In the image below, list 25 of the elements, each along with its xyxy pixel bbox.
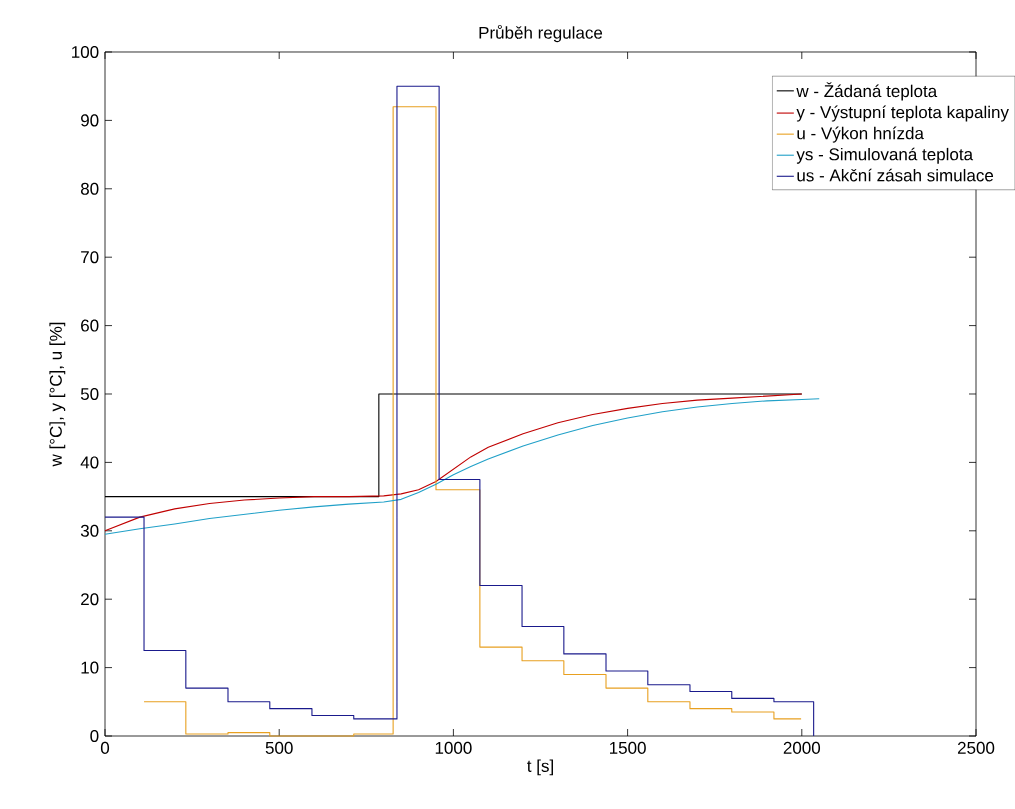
y-tick-label: 100 — [72, 45, 99, 59]
y-tick-label: 60 — [81, 319, 99, 332]
x-tick-label: 1500 — [610, 741, 646, 754]
x-tick-label: 500 — [265, 741, 293, 754]
y-tick-label: 50 — [80, 387, 99, 401]
y-tick-label: 20 — [81, 593, 99, 606]
y-tick-label: 80 — [80, 182, 99, 195]
y-tick-label: 30 — [80, 524, 99, 537]
y-axis-title: w [°C], y [°C], u [%] — [49, 322, 66, 467]
legend-label: w - Žádaná teplota — [796, 82, 938, 101]
x-axis-title: t [s] — [527, 759, 553, 776]
legend-label: ys - Simulovaná teplota — [796, 147, 974, 164]
x-tick-label: 0 — [100, 741, 110, 754]
y-tick-label: 70 — [81, 251, 99, 264]
y-tick-label: 90 — [81, 114, 99, 127]
legend-label: y - Výstupní teplota kapaliny — [796, 105, 1009, 122]
chart-title: Průběh regulace — [479, 24, 603, 43]
legend-label: u - Výkon hnízda — [797, 126, 924, 143]
y-tick-label: 40 — [80, 456, 99, 469]
y-tick-label: 0 — [90, 729, 99, 743]
x-tick-label: 2500 — [957, 741, 995, 754]
x-tick-label: 1000 — [435, 741, 472, 754]
x-tick-label: 2000 — [783, 741, 821, 754]
y-tick-label: 10 — [81, 661, 99, 674]
legend-label: us - Akční zásah simulace — [797, 168, 994, 182]
